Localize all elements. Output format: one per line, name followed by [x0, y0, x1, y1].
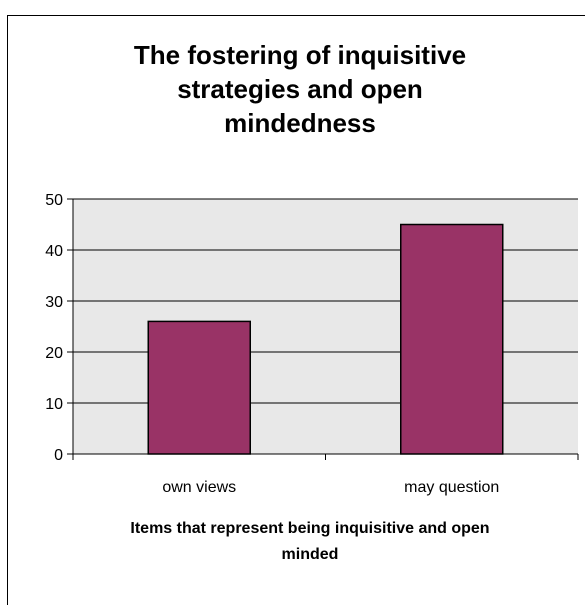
y-tick-label: 20: [45, 345, 63, 362]
x-axis-title: Items that represent being inquisitive a…: [130, 520, 490, 563]
y-tick-label: 10: [45, 396, 63, 413]
x-tick-label: own views: [162, 479, 236, 496]
chart-title: The fostering of inquisitive strategies …: [133, 40, 467, 138]
y-tick-label: 0: [54, 447, 63, 464]
bar: [147, 320, 251, 455]
bar: [400, 223, 504, 455]
y-tick-label: 50: [45, 192, 63, 209]
x-tick-label: may question: [404, 479, 499, 496]
y-tick-label: 30: [45, 294, 63, 311]
chart-frame: [7, 15, 585, 605]
y-tick-label: 40: [45, 243, 63, 260]
